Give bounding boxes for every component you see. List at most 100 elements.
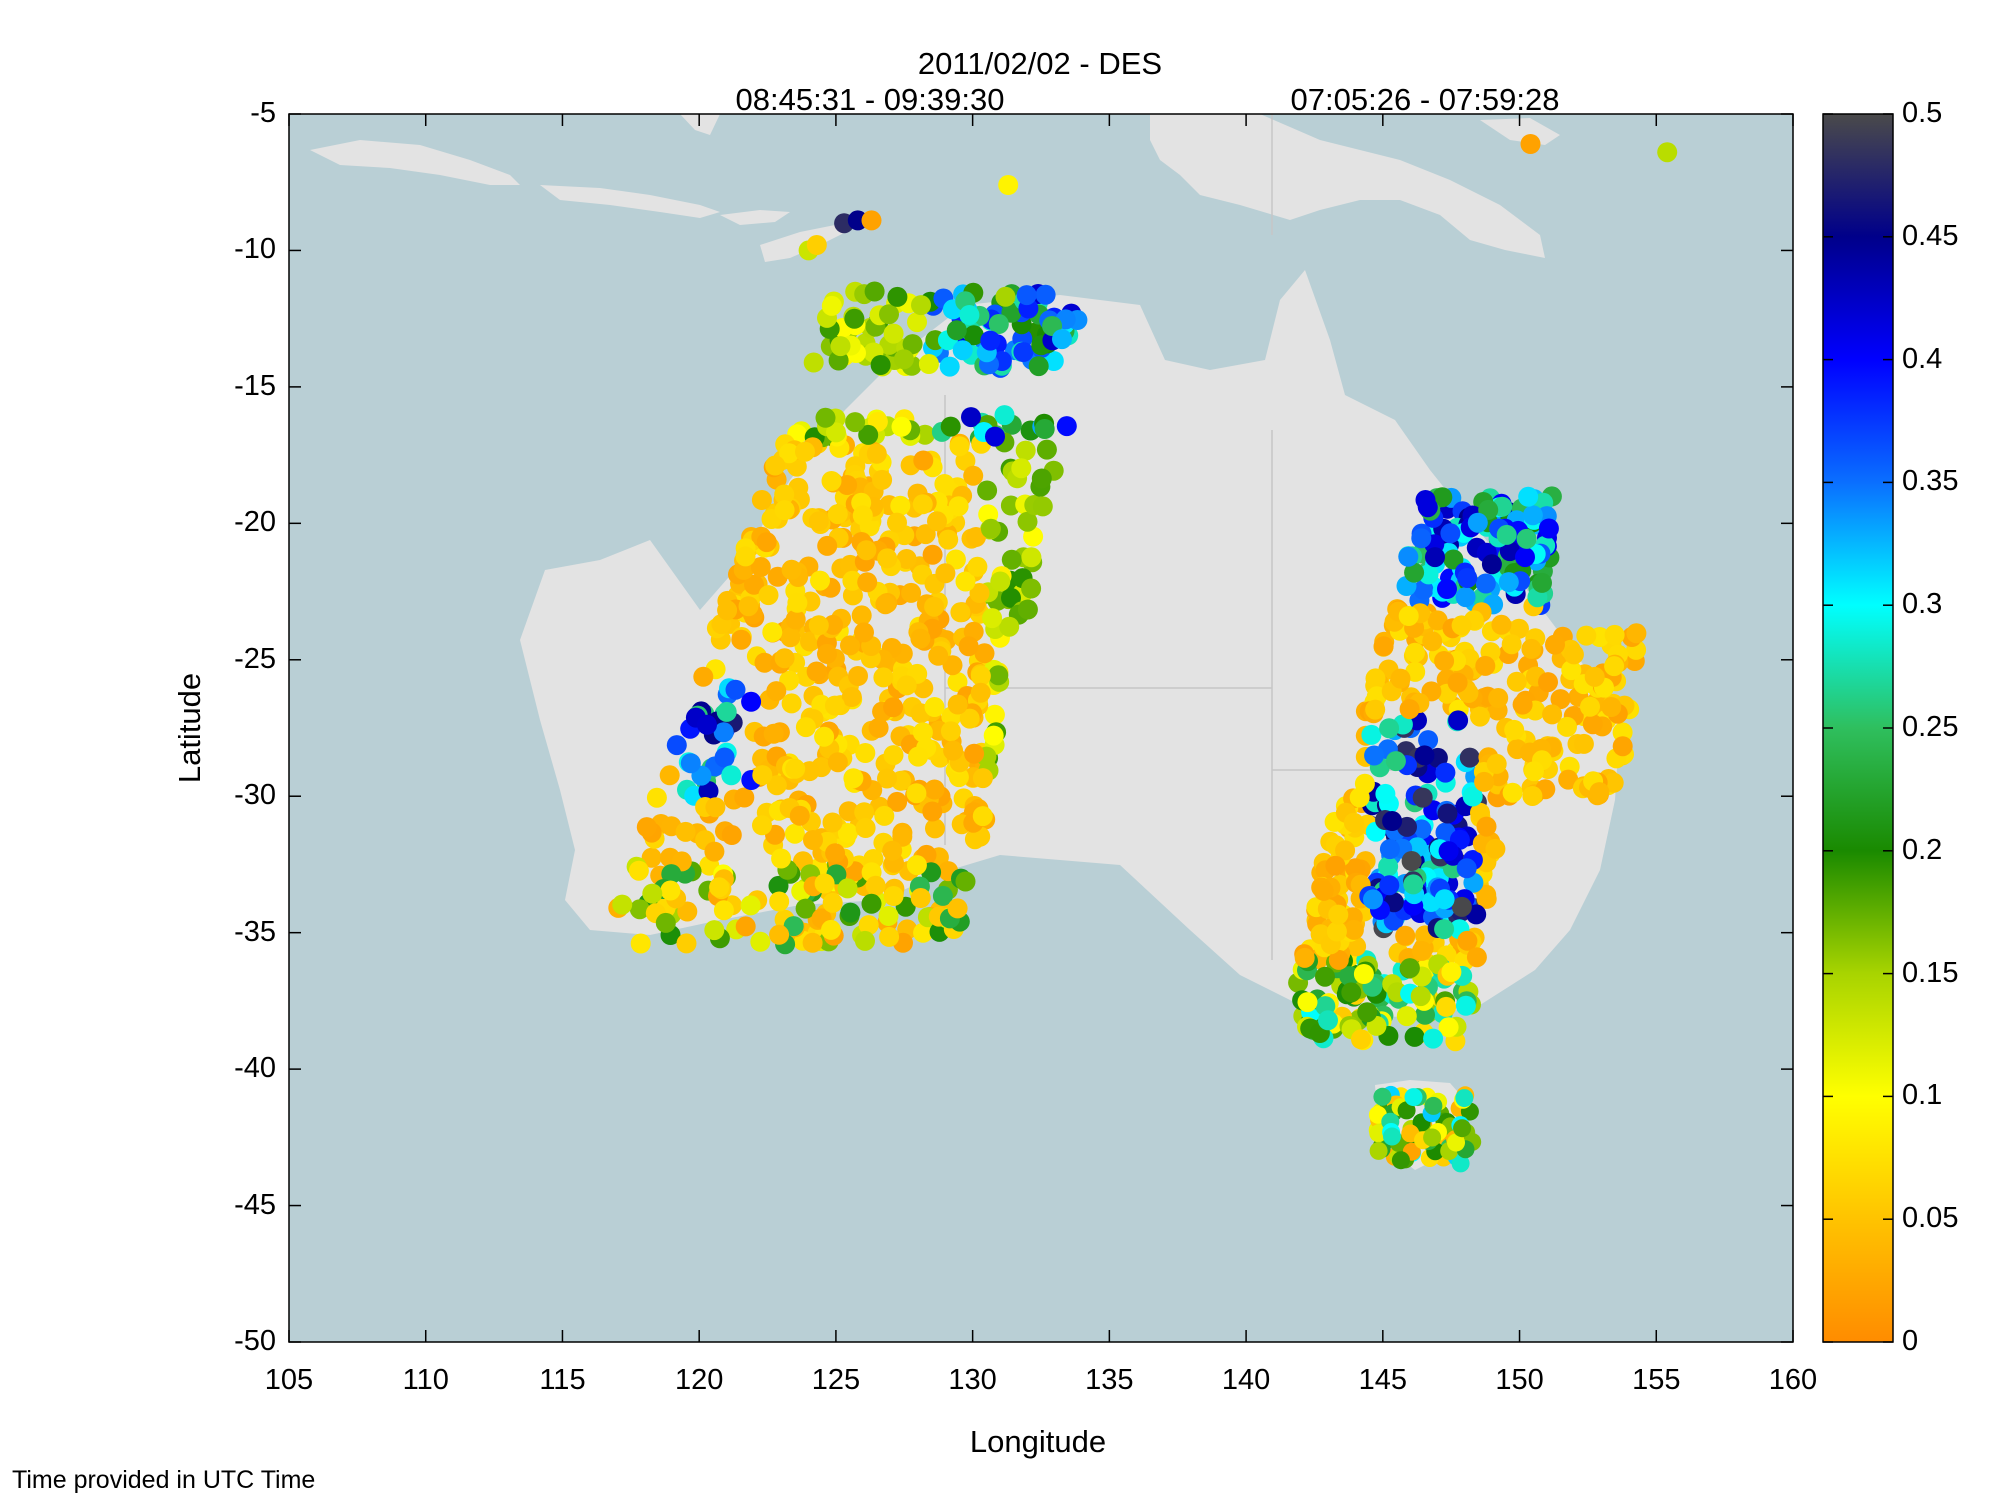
data-point <box>752 765 773 786</box>
data-point <box>704 920 725 941</box>
data-point <box>1399 699 1420 720</box>
data-point <box>1315 966 1335 987</box>
data-point <box>879 926 900 947</box>
data-point <box>771 848 792 869</box>
x-tick-label: 110 <box>402 1364 449 1396</box>
data-point <box>825 843 846 864</box>
data-point <box>814 873 835 894</box>
data-point <box>1353 964 1374 984</box>
data-point <box>636 817 657 838</box>
data-point <box>1453 1119 1472 1138</box>
data-point <box>741 691 762 712</box>
data-point <box>629 899 650 920</box>
y-tick-label: -15 <box>234 369 276 402</box>
data-point <box>940 416 961 437</box>
data-point <box>908 746 929 767</box>
data-point <box>1601 697 1622 717</box>
data-point <box>1451 1154 1470 1173</box>
data-point <box>847 210 868 231</box>
data-point <box>1361 724 1382 745</box>
data-point <box>878 906 899 926</box>
data-point <box>1563 644 1584 665</box>
data-point <box>1604 656 1625 677</box>
data-point <box>803 830 823 850</box>
data-point <box>1603 772 1624 793</box>
data-point <box>1432 487 1453 508</box>
data-point <box>735 546 756 567</box>
colorbar-tick-label: 0.2 <box>1902 833 1943 866</box>
data-point <box>1021 547 1042 568</box>
data-point <box>858 915 879 936</box>
data-point <box>705 797 726 818</box>
data-point <box>970 682 991 703</box>
data-point <box>1349 787 1370 808</box>
data-point <box>915 524 936 545</box>
data-point <box>1021 578 1042 599</box>
data-point <box>1410 986 1431 1007</box>
y-tick-label: -50 <box>234 1325 276 1357</box>
data-point <box>725 679 746 700</box>
data-point <box>758 585 779 606</box>
data-point <box>1028 356 1049 377</box>
data-point <box>901 582 922 603</box>
data-point <box>1351 1029 1371 1050</box>
data-point <box>939 356 960 377</box>
data-point <box>925 818 945 839</box>
x-tick-label: 145 <box>1358 1364 1408 1396</box>
y-axis-ticks <box>289 113 1793 1343</box>
data-point <box>1509 618 1529 639</box>
data-point <box>1447 672 1468 693</box>
data-point <box>1385 751 1406 772</box>
data-swaths <box>608 134 1678 1173</box>
data-point <box>911 295 931 316</box>
data-point <box>1396 1006 1417 1027</box>
data-point <box>1538 672 1558 693</box>
data-point <box>988 314 1009 334</box>
data-point <box>948 496 969 517</box>
data-point <box>1657 142 1678 163</box>
new-guinea-east <box>1480 118 1560 145</box>
x-axis-label: Longitude <box>969 1424 1107 1459</box>
data-point <box>1512 694 1533 715</box>
y-tick-label: -10 <box>234 233 276 266</box>
data-point <box>840 902 861 923</box>
data-point <box>1365 668 1386 689</box>
data-point <box>1001 587 1021 608</box>
data-point <box>768 875 789 896</box>
data-point <box>963 325 984 346</box>
data-point <box>868 717 889 738</box>
data-point <box>1423 1028 1444 1049</box>
data-point <box>1398 546 1419 567</box>
data-point <box>952 340 973 361</box>
data-point <box>806 235 827 255</box>
x-tick-label: 130 <box>948 1364 997 1396</box>
data-point <box>1412 787 1433 808</box>
data-point <box>1365 699 1386 720</box>
x-tick-label: 120 <box>674 1364 724 1396</box>
data-point <box>1573 733 1594 754</box>
data-point <box>1032 496 1053 517</box>
data-point <box>1626 623 1647 644</box>
data-point <box>803 352 824 373</box>
data-point <box>1373 636 1394 657</box>
data-point <box>927 511 947 532</box>
data-point <box>910 888 931 908</box>
data-point <box>704 841 725 862</box>
x-tick-label: 140 <box>1221 1364 1271 1396</box>
data-point <box>887 286 908 307</box>
data-point <box>1584 666 1605 687</box>
data-point <box>821 295 842 316</box>
data-point <box>1470 706 1490 727</box>
data-point <box>1457 930 1478 951</box>
data-point <box>1434 651 1455 671</box>
data-point <box>837 823 858 843</box>
x-tick-label: 160 <box>1768 1364 1818 1396</box>
data-point <box>872 469 893 490</box>
data-point <box>716 701 737 722</box>
data-point <box>1434 889 1455 910</box>
data-point <box>666 735 687 756</box>
data-point <box>845 412 866 433</box>
data-point <box>806 661 827 682</box>
data-point <box>1031 468 1052 489</box>
